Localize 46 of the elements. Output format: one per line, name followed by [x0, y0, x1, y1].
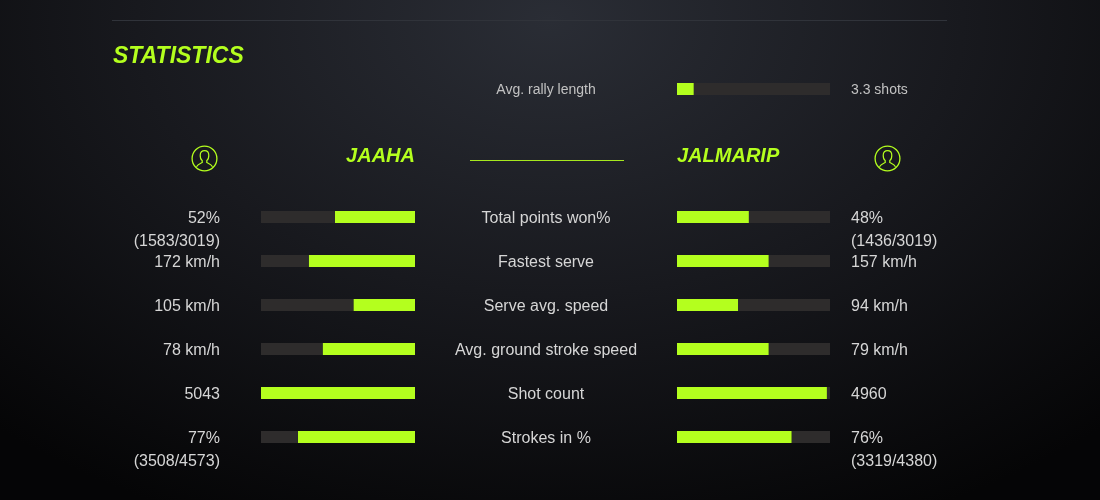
y-tick-label: Fastest serve	[497, 253, 595, 270]
y-tick-label: Serve avg. speed	[483, 297, 609, 314]
bar	[308, 255, 415, 267]
bar	[677, 387, 827, 399]
bar	[297, 431, 415, 443]
bar	[677, 255, 769, 267]
text: 52% (1583/3019)	[133, 209, 220, 249]
bar	[738, 299, 830, 311]
bar	[768, 343, 830, 355]
text: 77% (3508/4573)	[133, 429, 220, 469]
y-tick-label: Avg. ground stroke speed	[454, 341, 638, 358]
bar	[322, 343, 415, 355]
text: 48% (1436/3019)	[851, 209, 938, 249]
text: 157 km/h	[851, 253, 917, 270]
text: 94 km/h	[851, 297, 908, 314]
y-tick-label: Shot count	[507, 385, 585, 402]
bar	[261, 343, 323, 355]
text: 4960	[851, 385, 887, 402]
chart-title: STATISTICS	[113, 41, 244, 69]
bar	[334, 211, 415, 223]
bar	[261, 387, 415, 399]
text: 5043	[184, 385, 221, 402]
bar	[826, 387, 830, 399]
bar	[791, 431, 830, 443]
bar	[677, 343, 769, 355]
text: 3.3 shots	[851, 81, 908, 97]
bar	[768, 255, 830, 267]
text: 172 km/h	[154, 253, 220, 270]
bar	[353, 299, 415, 311]
bar	[748, 211, 830, 223]
text: JALMARIP	[677, 144, 780, 166]
y-tick-label: Total points won%	[481, 209, 611, 226]
bar	[677, 431, 792, 443]
y-tick-label: Strokes in %	[501, 429, 591, 446]
bar	[261, 255, 309, 267]
text: 76% (3319/4380)	[851, 429, 938, 469]
text: 105 km/h	[154, 297, 220, 314]
bar	[677, 299, 739, 311]
bar	[677, 211, 749, 223]
bar	[261, 431, 298, 443]
bar	[261, 211, 335, 223]
text: 78 km/h	[163, 341, 220, 358]
bar	[261, 299, 354, 311]
y-tick-label: Avg. rally length	[496, 81, 596, 97]
text: 79 km/h	[851, 341, 908, 358]
text: JAAHA	[346, 144, 415, 166]
